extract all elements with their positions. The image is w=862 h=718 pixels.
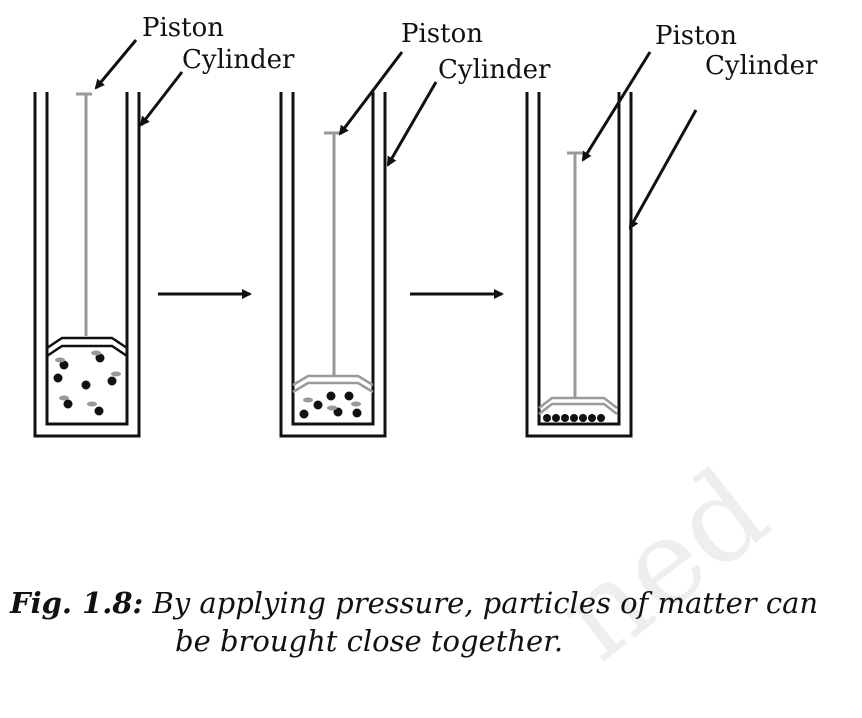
piston-arrow-3: [581, 51, 652, 162]
figure-caption: Fig. 1.8: By applying pressure, particle…: [10, 584, 860, 660]
cylinder-arrow-3: [628, 109, 698, 230]
piston-label-1: Piston: [142, 13, 224, 43]
piston-head-1: [46, 336, 128, 350]
particles-3: [543, 414, 605, 422]
particles-2: [299, 391, 362, 419]
caption-line-1: By applying pressure, particles of matte…: [152, 586, 819, 620]
particles-1: [53, 353, 117, 416]
piston-head-2: [292, 374, 374, 387]
caption-line-2: be brought close together.: [175, 624, 564, 658]
cylinder-3: [525, 92, 633, 438]
stage-3: Piston Cylinder: [525, 21, 818, 438]
cylinder-arrow-2: [386, 81, 438, 167]
figure-label: Fig. 1.8:: [10, 586, 144, 620]
piston-label-3: Piston: [655, 21, 737, 51]
stage-1: Piston Cylinder: [33, 13, 295, 438]
stage-2: Piston Cylinder: [279, 19, 551, 438]
piston-arrow-1: [94, 39, 138, 90]
cylinder-label-1: Cylinder: [182, 45, 295, 75]
cylinder-label-2: Cylinder: [438, 55, 551, 85]
cylinder-label-3: Cylinder: [705, 51, 818, 81]
cylinder-2: [279, 92, 387, 438]
piston-label-2: Piston: [401, 19, 483, 49]
cylinder-arrow-1: [139, 71, 184, 127]
piston-arrow-2: [338, 51, 404, 136]
cylinder-1: [33, 92, 141, 438]
piston-head-3: [538, 396, 618, 409]
